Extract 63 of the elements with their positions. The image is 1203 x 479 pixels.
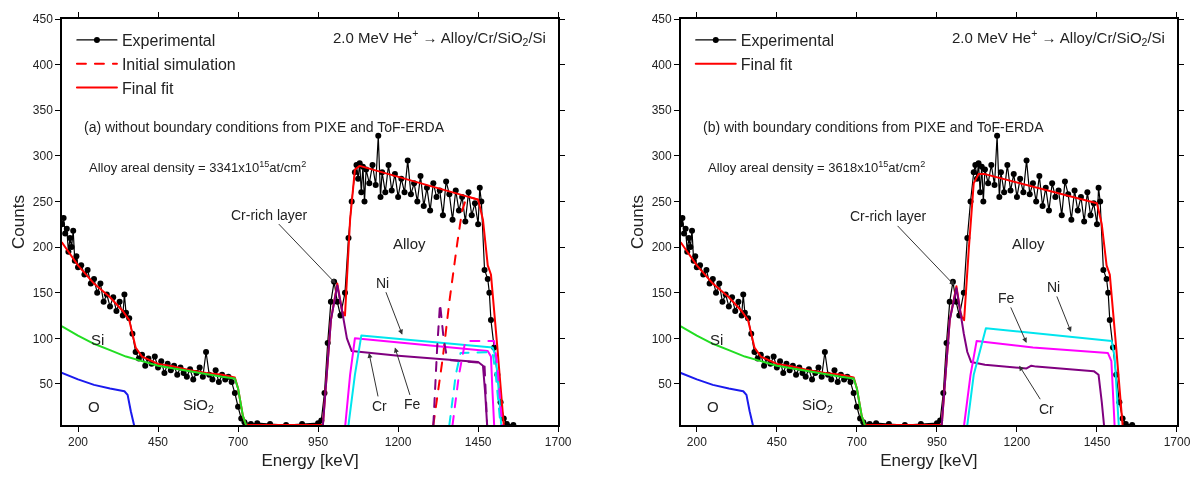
legend-label: Initial simulation — [121, 56, 236, 73]
x-tick-label: 1450 — [464, 435, 492, 450]
annotation: Ni — [376, 275, 390, 291]
annotation: Fe — [404, 396, 421, 412]
annotation: Cr-rich layer — [231, 207, 308, 223]
annotation: Cr — [1039, 401, 1055, 417]
x-tick-label: 700 — [228, 435, 249, 450]
legend-label: Final fit — [740, 56, 793, 73]
y-tick-label: 100 — [651, 331, 672, 346]
x-tick-label: 450 — [148, 435, 169, 450]
x-tick-label: 1450 — [1083, 435, 1111, 450]
x-tick-label: 1200 — [384, 435, 412, 450]
x-tick-label: 950 — [308, 435, 329, 450]
annotation: 2.0 MeV He$^{+}$ → Alloy/Cr/SiO$_{2}$/Si — [952, 27, 1165, 49]
x-tick-label: 1200 — [1003, 435, 1031, 450]
y-tick-label: 350 — [651, 103, 672, 118]
annotation: Si — [710, 331, 724, 348]
y-tick-label: 400 — [651, 57, 672, 72]
annotation: (a) without boundary conditions from PIXE and ToF-ERDA — [84, 119, 445, 135]
legend-label: Experimental — [121, 32, 216, 50]
y-tick-label: 200 — [651, 240, 672, 255]
y-tick-label: 150 — [32, 285, 54, 300]
annotation: Alloy — [1012, 235, 1046, 252]
annotation: O — [88, 398, 100, 415]
annotation: SiO$_{2}$ — [183, 396, 215, 416]
x-axis-title: Energy [keV] — [880, 451, 978, 471]
annotation: Cr — [372, 398, 388, 414]
x-tick-label: 1700 — [1163, 435, 1191, 450]
annotation: (b) with boundary conditions from PIXE and ToF-ERDA — [703, 119, 1045, 135]
y-tick-label: 300 — [651, 149, 672, 164]
y-tick-label: 50 — [39, 377, 54, 392]
x-axis-title: Energy [keV] — [261, 451, 359, 471]
y-tick-label: 100 — [32, 331, 54, 346]
y-axis-title: Counts — [8, 195, 28, 249]
y-tick-label: 350 — [32, 103, 54, 118]
y-tick-label: 400 — [32, 57, 54, 72]
x-tick-label: 200 — [67, 435, 89, 450]
annotation: Alloy — [393, 235, 427, 252]
annotation: Si — [91, 331, 105, 348]
x-tick-label: 200 — [686, 435, 708, 450]
y-tick-label: 50 — [658, 377, 672, 392]
x-tick-label: 1700 — [544, 435, 572, 450]
annotation: SiO$_{2}$ — [802, 396, 834, 416]
y-tick-label: 450 — [32, 12, 54, 27]
annotation: Alloy areal density = 3618x10$^{15}$at/cm$^{2}$ — [708, 159, 926, 176]
legend-label: Experimental — [740, 32, 835, 50]
x-tick-label: 950 — [926, 435, 948, 450]
annotation: 2.0 MeV He$^{+}$ → Alloy/Cr/SiO$_{2}$/Si — [333, 27, 546, 49]
y-tick-label: 200 — [32, 240, 54, 255]
y-tick-label: 150 — [651, 285, 672, 300]
annotation: O — [707, 398, 719, 415]
x-tick-label: 700 — [846, 435, 868, 450]
y-tick-label: 300 — [32, 149, 54, 164]
annotation: Ni — [1047, 279, 1061, 295]
y-tick-label: 450 — [651, 12, 672, 27]
legend-label: Final fit — [121, 79, 175, 97]
y-tick-label: 250 — [32, 194, 54, 209]
annotation: Cr-rich layer — [850, 208, 927, 224]
annotation: Fe — [998, 290, 1015, 306]
y-tick-label: 250 — [651, 194, 672, 209]
annotation: Alloy areal density = 3341x10$^{15}$at/cm$^{2}$ — [89, 159, 307, 176]
y-axis-title: Counts — [627, 195, 647, 249]
x-tick-label: 450 — [766, 435, 788, 450]
